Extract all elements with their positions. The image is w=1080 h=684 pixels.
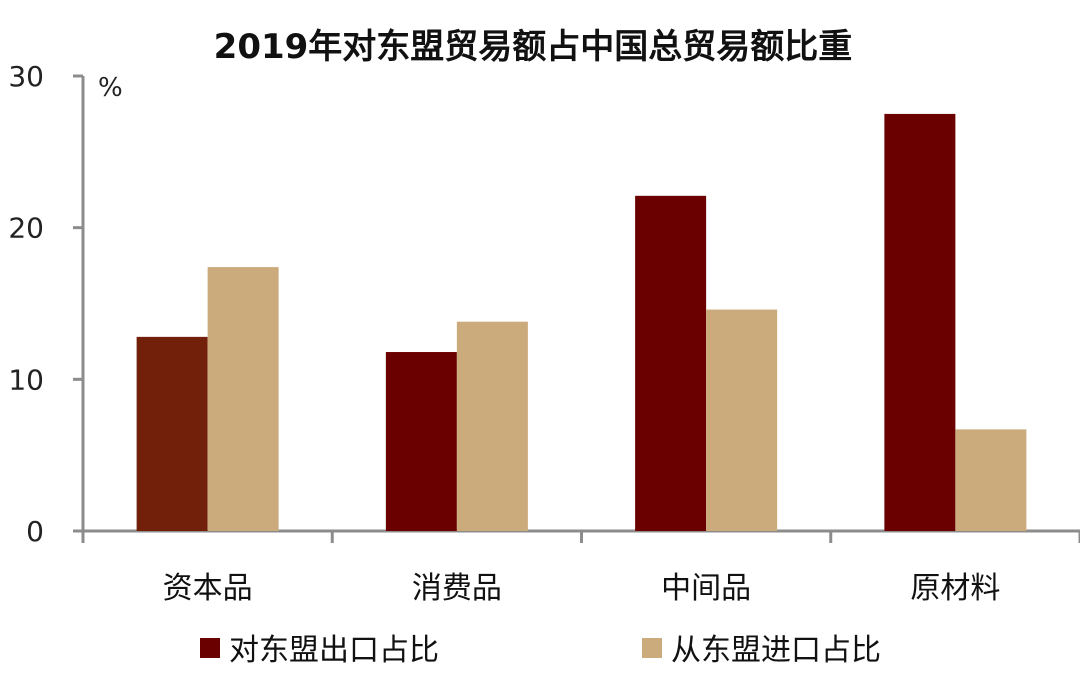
x-axis bbox=[81, 529, 1080, 543]
bar-import-3 bbox=[955, 429, 1027, 531]
bar-export-3 bbox=[884, 113, 956, 532]
chart-title: 2019年对东盟贸易额占中国总贸易额比重 bbox=[214, 27, 853, 67]
category-label: 资本品 bbox=[163, 571, 253, 606]
bar-export-2 bbox=[635, 195, 707, 532]
category-label: 中间品 bbox=[661, 571, 751, 606]
y-tick-label: 10 bbox=[8, 363, 44, 396]
y-tick-label: 30 bbox=[8, 60, 44, 93]
bar-export-0 bbox=[136, 336, 208, 531]
y-tick-label: 20 bbox=[8, 212, 44, 245]
legend-swatch bbox=[642, 638, 662, 658]
legend-label: 对东盟出口占比 bbox=[229, 633, 439, 668]
y-tick-label: 0 bbox=[26, 515, 44, 548]
y-axis-unit-label: % bbox=[98, 73, 123, 103]
category-label: 原材料 bbox=[910, 571, 1000, 606]
category-label: 消费品 bbox=[412, 571, 502, 606]
bar-import-1 bbox=[456, 321, 528, 531]
legend-label: 从东盟进口占比 bbox=[671, 633, 881, 668]
category-labels: 资本品 消费品 中间品 原材料 bbox=[163, 571, 1001, 606]
bar-export-1 bbox=[385, 352, 457, 531]
bar-import-0 bbox=[207, 267, 279, 531]
bars bbox=[136, 113, 1027, 532]
y-axis: 0 10 20 30 bbox=[8, 60, 85, 548]
bar-import-2 bbox=[706, 309, 778, 531]
legend-swatch bbox=[200, 638, 220, 658]
legend: 对东盟出口占比 从东盟进口占比 bbox=[200, 633, 881, 668]
